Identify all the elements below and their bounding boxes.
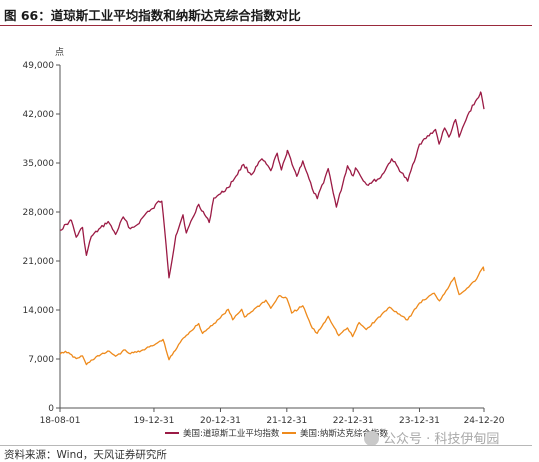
y-tick-label: 49,000 [23,61,55,71]
y-tick-label: 28,000 [23,208,55,218]
x-tick-label: 18-08-01 [40,416,81,426]
watermark-text: 公众号 · 科技伊甸园 [383,432,500,447]
source-note: 资料来源：Wind，天风证券研究所 [4,449,167,461]
y-tick-label: 42,000 [23,110,55,120]
legend-label: 美国:道琼斯工业平均指数 [183,428,280,439]
y-tick-label: 35,000 [23,159,55,169]
figure-title: 图 66：道琼斯工业平均指数和纳斯达克综合指数对比 [4,8,301,23]
series-line-nasdaq [59,266,485,366]
y-axis: 0 7,000 14,000 21,000 28,000 35,000 42,000 49,0… [23,61,61,414]
y-axis-unit: 点 [55,47,64,58]
legend-label: 美国:纳斯达克综合指数 [300,428,388,439]
watermark: 公众号 · 科技伊甸园 [364,428,499,447]
y-tick-label: 14,000 [23,306,55,316]
x-tick-label: 21-12-31 [266,416,307,426]
x-tick-label: 24-12-20 [464,416,505,426]
source-rule [0,445,532,446]
x-tick-label: 20-12-31 [200,416,241,426]
x-tick-label: 19-12-31 [134,416,175,426]
series-line-dow [59,91,485,279]
series-lines [59,91,485,366]
x-tick-label: 23-12-31 [399,416,440,426]
x-axis: 18-08-01 19-12-31 20-12-31 21-12-31 22-12-31… [40,407,505,426]
y-tick-label: 21,000 [23,257,55,267]
y-tick-label: 7,000 [28,355,54,365]
legend: 美国:道琼斯工业平均指数 美国:纳斯达克综合指数 [165,428,388,439]
x-tick-label: 22-12-31 [333,416,374,426]
wechat-icon [364,431,379,446]
title-rule [0,25,532,26]
y-tick-label: 0 [48,404,54,414]
